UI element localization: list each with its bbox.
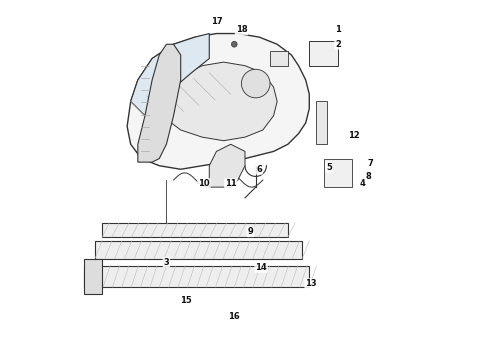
Polygon shape bbox=[84, 266, 309, 287]
Circle shape bbox=[231, 41, 237, 47]
Polygon shape bbox=[131, 33, 209, 116]
Polygon shape bbox=[317, 102, 327, 144]
Text: 13: 13 bbox=[305, 279, 317, 288]
Text: 4: 4 bbox=[360, 179, 366, 188]
Circle shape bbox=[242, 69, 270, 98]
Text: 12: 12 bbox=[348, 131, 360, 140]
Text: 8: 8 bbox=[366, 172, 371, 181]
FancyBboxPatch shape bbox=[309, 41, 338, 66]
Text: 17: 17 bbox=[211, 17, 222, 26]
Text: 16: 16 bbox=[228, 312, 240, 321]
Text: 3: 3 bbox=[164, 258, 169, 267]
Polygon shape bbox=[127, 33, 309, 169]
Text: 7: 7 bbox=[367, 159, 373, 168]
Polygon shape bbox=[95, 241, 302, 258]
Polygon shape bbox=[159, 62, 277, 141]
Polygon shape bbox=[102, 223, 288, 237]
Text: 15: 15 bbox=[180, 296, 192, 305]
Text: 9: 9 bbox=[247, 227, 253, 236]
Text: 14: 14 bbox=[255, 263, 267, 272]
Text: 18: 18 bbox=[236, 26, 247, 35]
Text: 11: 11 bbox=[225, 179, 237, 188]
Text: 2: 2 bbox=[335, 40, 341, 49]
Polygon shape bbox=[84, 258, 102, 294]
Polygon shape bbox=[209, 144, 245, 187]
Text: 6: 6 bbox=[256, 165, 262, 174]
Text: 10: 10 bbox=[198, 179, 210, 188]
Polygon shape bbox=[138, 44, 181, 162]
Text: 5: 5 bbox=[326, 163, 332, 172]
Polygon shape bbox=[323, 158, 352, 187]
Text: 1: 1 bbox=[335, 26, 341, 35]
Polygon shape bbox=[270, 51, 288, 66]
